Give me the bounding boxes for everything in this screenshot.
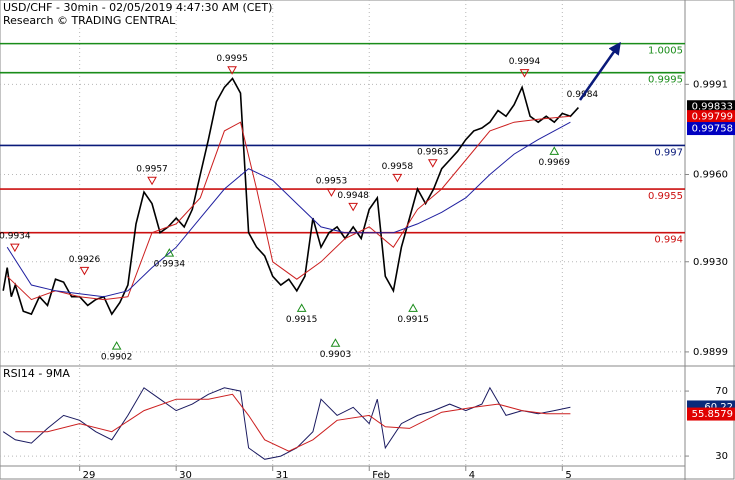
annotation-label: 0.9963 — [417, 147, 449, 157]
series-line — [6, 115, 571, 301]
annotation-label: 0.9957 — [136, 165, 168, 175]
annotation-label: 0.9902 — [101, 353, 133, 363]
annotation-label: 0.9994 — [509, 57, 541, 67]
high-marker — [348, 202, 359, 212]
y-tick-label: 0.9991 — [693, 79, 728, 90]
chart-subtitle: Research © TRADING CENTRAL — [3, 14, 176, 27]
series-line — [2, 386, 571, 460]
annotation-label: 0.9934 — [154, 260, 186, 270]
low-marker — [164, 248, 175, 257]
y-tick-label: 0.9930 — [693, 257, 728, 268]
price-box — [687, 407, 735, 421]
annotation-label: 0.9969 — [539, 158, 571, 168]
annotation-label: 0.9948 — [337, 191, 369, 201]
annotation-label: 0.9926 — [69, 255, 101, 265]
low-marker — [111, 341, 122, 350]
series-line — [15, 393, 571, 452]
y-tick-label: 0.9960 — [693, 170, 728, 181]
x-tick-label: 4 — [469, 470, 475, 480]
price-box-label: 60.22 — [704, 402, 733, 413]
low-marker — [549, 146, 560, 155]
high-marker — [326, 188, 337, 197]
price-box-label: 0.99799 — [692, 112, 733, 123]
high-marker — [519, 69, 530, 78]
annotation-label: 0.9934 — [0, 232, 31, 242]
low-marker — [296, 303, 307, 312]
x-tick-label: Feb — [372, 470, 390, 480]
price-box — [687, 110, 735, 124]
panel-title: RSI14 - 9MA — [3, 367, 70, 380]
high-marker — [147, 176, 157, 186]
y-tick-label: 70 — [715, 386, 728, 397]
forecast-arrow — [578, 41, 621, 101]
series-line — [2, 77, 579, 316]
high-marker — [79, 266, 90, 276]
price-box-label: 0.99833 — [692, 102, 733, 113]
y-tick-label: 0.9899 — [693, 347, 728, 358]
level-label: 0.994 — [654, 235, 683, 246]
high-marker — [427, 159, 438, 168]
level-label: 0.997 — [654, 147, 683, 158]
price-box-label: 55.8579 — [692, 409, 733, 420]
x-tick-label: 31 — [276, 470, 289, 480]
y-tick-label: 30 — [715, 451, 728, 462]
annotation-label: 0.9995 — [216, 54, 248, 64]
price-box — [687, 100, 735, 114]
annotation-label: 0.9958 — [382, 162, 414, 172]
high-marker — [227, 66, 237, 75]
high-marker — [392, 173, 403, 183]
price-box-label: 0.99758 — [692, 124, 733, 135]
level-label: 0.9995 — [648, 75, 683, 86]
level-label: 0.9955 — [648, 191, 683, 202]
high-marker — [10, 243, 20, 253]
annotation-label: 0.9915 — [286, 315, 318, 325]
x-tick-label: 29 — [83, 470, 96, 480]
price-box — [687, 122, 735, 136]
level-label: 1.0005 — [648, 46, 683, 57]
low-marker — [330, 338, 341, 347]
annotation-label: 0.9915 — [397, 315, 429, 325]
low-marker — [408, 303, 418, 312]
annotation-label: 0.9903 — [320, 350, 352, 360]
x-tick-label: 5 — [565, 470, 571, 480]
annotation-label: 0.9953 — [316, 176, 348, 186]
x-tick-label: 30 — [179, 470, 192, 480]
series-line — [6, 121, 571, 298]
chart-title: USD/CHF - 30min - 02/05/2019 4:47:30 AM … — [3, 1, 272, 14]
